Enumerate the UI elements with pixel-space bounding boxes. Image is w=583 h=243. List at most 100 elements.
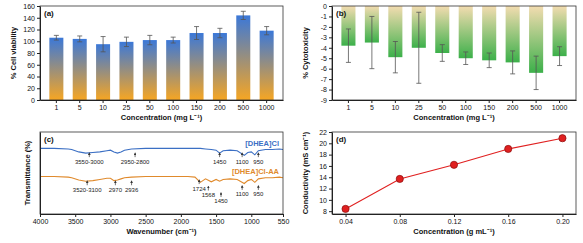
y-tick-label: 60 <box>27 61 35 68</box>
error-cap <box>54 40 59 41</box>
bar <box>482 6 496 60</box>
annotation: 1450 <box>214 198 228 204</box>
x-tick-label: 0.12 <box>448 218 462 225</box>
x-tick-label: 5 <box>78 104 82 111</box>
y-tick-mark <box>329 143 332 144</box>
x-tick: 10 <box>391 100 399 111</box>
bar <box>166 40 180 100</box>
x-tick-mark <box>103 100 104 103</box>
y-tick-label: 18 <box>319 151 327 158</box>
y-tick-mark <box>329 58 332 59</box>
x-axis-line <box>333 100 577 101</box>
x-tick-label: 100 <box>460 104 472 111</box>
x-tick-mark <box>454 214 455 217</box>
y-tick-mark <box>37 77 40 78</box>
annotation-arrow <box>242 186 243 190</box>
y-tick-mark <box>329 155 332 156</box>
x-tick-mark <box>146 214 147 217</box>
x-tick: 550 <box>278 214 290 225</box>
error-line <box>559 47 560 66</box>
y-tick: -5 <box>321 55 332 62</box>
y-tick-mark <box>329 16 332 17</box>
bar <box>190 33 204 100</box>
y-tick: -3 <box>321 34 332 41</box>
point <box>342 205 349 212</box>
error-line <box>196 27 197 40</box>
x-axis-title: Concentration (mg L⁻¹) <box>121 113 203 122</box>
annotation: 1100 <box>236 191 250 197</box>
error-cap <box>416 12 421 13</box>
x-tick: 50 <box>146 100 154 111</box>
y-tick: 18 <box>319 151 332 158</box>
annotation-arrow <box>258 154 259 158</box>
y-tick-label: -8 <box>321 86 327 93</box>
x-tick-mark <box>243 100 244 103</box>
figure: 1510255010015020050010000204060801001201… <box>0 0 583 243</box>
x-tick-mark <box>489 100 490 103</box>
error-cap <box>171 37 176 38</box>
x-tick: 0.08 <box>393 214 407 225</box>
x-tick: 3000 <box>103 214 119 225</box>
x-tick-label: 50 <box>438 104 446 111</box>
error-line <box>173 37 174 43</box>
x-tick-label: 0.20 <box>556 218 570 225</box>
plot-marks <box>49 11 273 100</box>
x-tick-label: 150 <box>191 104 203 111</box>
y-tick-label: -3 <box>321 34 327 41</box>
error-bar <box>534 56 539 89</box>
y-tick: 100 <box>23 38 40 45</box>
error-bar <box>124 37 129 46</box>
plot-frame <box>40 132 283 214</box>
error-bar <box>147 35 152 44</box>
x-tick-label: 500 <box>530 104 542 111</box>
x-tick-mark <box>346 214 347 217</box>
error-cap <box>264 34 269 35</box>
x-tick: 4000 <box>33 214 49 225</box>
error-bar <box>557 47 562 66</box>
x-tick: 100 <box>167 100 179 111</box>
x-tick: 200 <box>507 100 519 111</box>
x-tick-mark <box>126 100 127 103</box>
error-line <box>126 37 127 46</box>
error-line <box>266 27 267 35</box>
y-tick: 16 <box>319 163 332 170</box>
y-tick-label: 80 <box>27 50 35 57</box>
x-tick-mark <box>442 100 443 103</box>
y-tick-mark <box>329 48 332 49</box>
x-tick-mark <box>400 214 401 217</box>
x-tick-mark <box>465 100 466 103</box>
error-line <box>442 45 443 62</box>
y-tick-mark <box>37 65 40 66</box>
y-tick-label: 22 <box>319 129 327 136</box>
y-tick-label: 0 <box>323 3 327 10</box>
x-tick-label: 0.04 <box>339 218 353 225</box>
y-tick: 120 <box>23 26 40 33</box>
x-axis-title: Concentration (mg L⁻¹) <box>413 113 495 122</box>
error-line <box>418 12 419 83</box>
x-tick: 200 <box>214 100 226 111</box>
y-tick: 10 <box>319 197 332 204</box>
y-tick: -7 <box>321 76 332 83</box>
x-tick-label: 1000 <box>259 104 275 111</box>
y-tick-label: 12 <box>319 185 327 192</box>
y-tick-mark <box>329 211 332 212</box>
x-tick-mark <box>348 100 349 103</box>
annotation-arrow <box>131 182 132 186</box>
x-tick-mark <box>110 214 111 217</box>
annotation-arrow <box>219 154 220 158</box>
y-tick-mark <box>329 177 332 178</box>
x-tick-label: 1000 <box>244 218 260 225</box>
error-cap <box>416 83 421 84</box>
panel-title: (c) <box>44 135 54 144</box>
x-tick: 0.04 <box>339 214 353 225</box>
y-tick-label: 20 <box>27 85 35 92</box>
x-tick-label: 4000 <box>33 218 49 225</box>
point <box>450 161 457 168</box>
bar <box>143 40 157 100</box>
x-tick-label: 5 <box>370 104 374 111</box>
annotation-arrow <box>199 181 200 185</box>
error-bar <box>510 51 515 74</box>
error-bar <box>487 53 492 68</box>
annotation: 950 <box>253 191 264 197</box>
error-line <box>489 53 490 68</box>
